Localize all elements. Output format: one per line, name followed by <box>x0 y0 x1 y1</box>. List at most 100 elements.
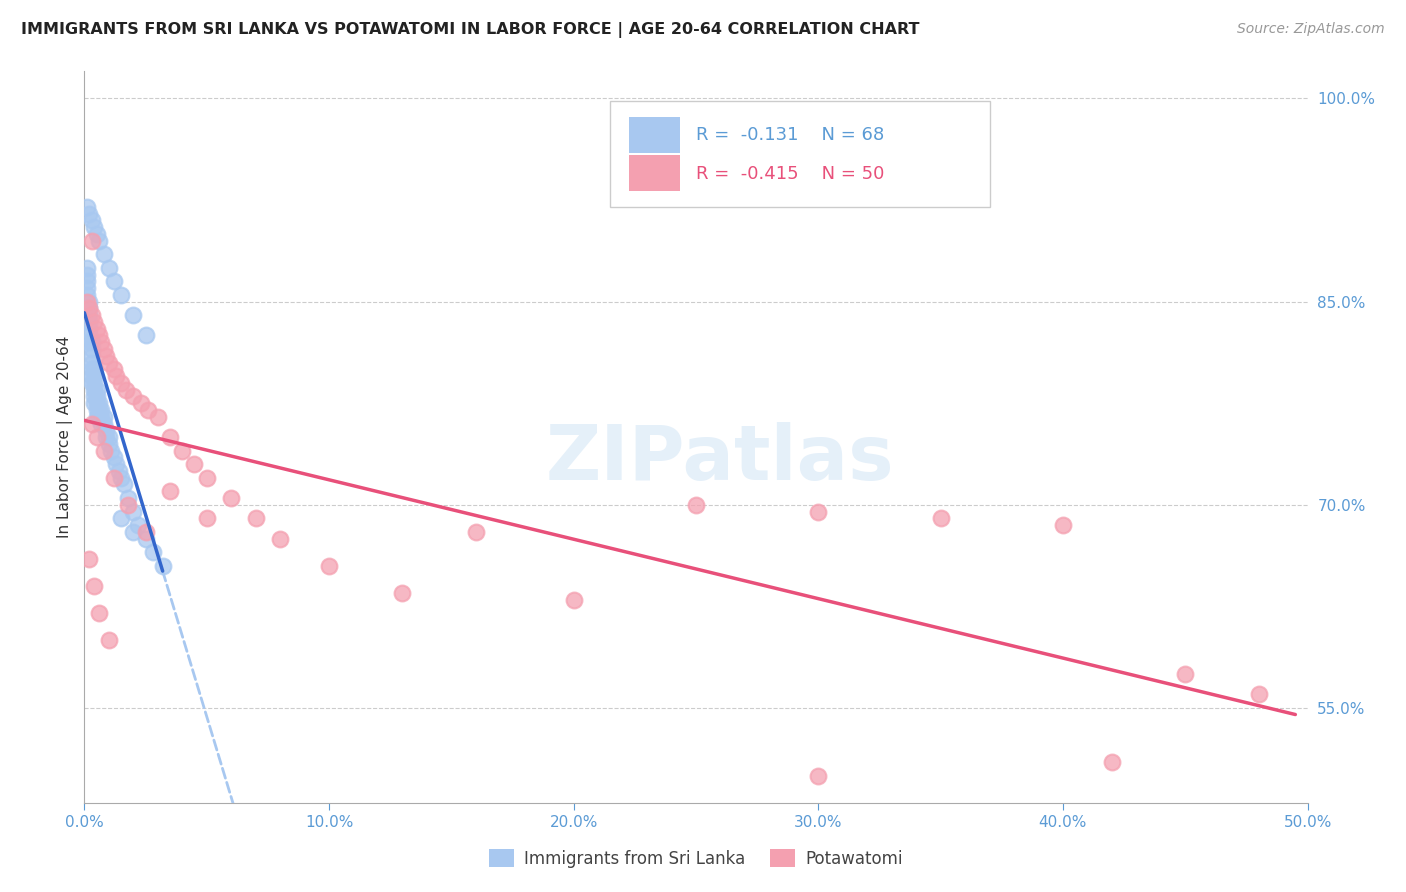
Point <box>83 396 105 410</box>
Point <box>685 498 707 512</box>
Point <box>103 471 125 485</box>
Point <box>76 200 98 214</box>
Text: Source: ZipAtlas.com: Source: ZipAtlas.com <box>1237 22 1385 37</box>
Point <box>135 328 157 343</box>
Point <box>93 342 115 356</box>
Point <box>76 288 98 302</box>
Point <box>90 403 112 417</box>
Point <box>152 558 174 573</box>
Point <box>318 558 340 573</box>
Point <box>142 545 165 559</box>
Point <box>96 430 118 444</box>
Point <box>110 511 132 525</box>
Point <box>103 362 125 376</box>
Point <box>103 450 125 465</box>
Point <box>97 355 120 369</box>
Point <box>96 349 118 363</box>
Point <box>76 268 98 282</box>
Point <box>83 315 105 329</box>
Point <box>929 511 952 525</box>
Point <box>90 335 112 350</box>
Point <box>86 383 108 397</box>
Point <box>87 396 110 410</box>
Point <box>1174 667 1197 681</box>
Point <box>83 389 105 403</box>
Point <box>86 322 108 336</box>
Point <box>80 369 103 384</box>
Point <box>105 369 128 384</box>
Y-axis label: In Labor Force | Age 20-64: In Labor Force | Age 20-64 <box>58 336 73 538</box>
Point <box>110 376 132 390</box>
Point <box>1101 755 1123 769</box>
Point <box>80 335 103 350</box>
Point <box>76 260 98 275</box>
Point <box>87 409 110 424</box>
Point <box>93 417 115 431</box>
Point <box>80 234 103 248</box>
Point <box>80 376 103 390</box>
Point <box>117 491 139 505</box>
Point <box>87 328 110 343</box>
Point <box>129 396 152 410</box>
Point <box>97 633 120 648</box>
Point <box>77 552 100 566</box>
Point <box>93 409 115 424</box>
Point <box>80 362 103 376</box>
Point <box>195 471 218 485</box>
Point <box>110 288 132 302</box>
Point <box>122 389 145 403</box>
Point <box>219 491 242 505</box>
Point <box>87 403 110 417</box>
Point <box>86 389 108 403</box>
Point <box>83 362 105 376</box>
Point <box>80 355 103 369</box>
Point <box>107 464 129 478</box>
Point <box>83 579 105 593</box>
Point <box>464 524 486 539</box>
Point <box>135 532 157 546</box>
Point <box>87 234 110 248</box>
Point <box>76 274 98 288</box>
Point <box>183 457 205 471</box>
Point <box>110 471 132 485</box>
Point <box>807 769 830 783</box>
FancyBboxPatch shape <box>628 118 681 153</box>
Point <box>127 518 149 533</box>
Point <box>103 274 125 288</box>
Text: IMMIGRANTS FROM SRI LANKA VS POTAWATOMI IN LABOR FORCE | AGE 20-64 CORRELATION C: IMMIGRANTS FROM SRI LANKA VS POTAWATOMI … <box>21 22 920 38</box>
Point <box>86 403 108 417</box>
Point <box>146 409 169 424</box>
Point <box>76 281 98 295</box>
Point <box>122 505 145 519</box>
Point <box>86 227 108 241</box>
Legend: Immigrants from Sri Lanka, Potawatomi: Immigrants from Sri Lanka, Potawatomi <box>489 849 903 868</box>
Point <box>93 443 115 458</box>
Point <box>77 328 100 343</box>
Point <box>136 403 159 417</box>
Point <box>77 335 100 350</box>
Point <box>87 606 110 620</box>
Text: ZIPatlas: ZIPatlas <box>546 422 894 496</box>
FancyBboxPatch shape <box>628 155 681 191</box>
Point <box>80 417 103 431</box>
Point <box>83 220 105 235</box>
Point <box>97 260 120 275</box>
Point <box>77 322 100 336</box>
Point <box>562 592 585 607</box>
Point <box>90 417 112 431</box>
FancyBboxPatch shape <box>610 101 990 207</box>
Point <box>86 409 108 424</box>
Point <box>77 315 100 329</box>
Point <box>86 396 108 410</box>
Point <box>77 301 100 316</box>
Point <box>391 586 413 600</box>
Point <box>83 369 105 384</box>
Point <box>80 342 103 356</box>
Point <box>195 511 218 525</box>
Point <box>83 376 105 390</box>
Point <box>115 383 138 397</box>
Point <box>100 443 122 458</box>
Point <box>245 511 267 525</box>
Point <box>269 532 291 546</box>
Point <box>77 301 100 316</box>
